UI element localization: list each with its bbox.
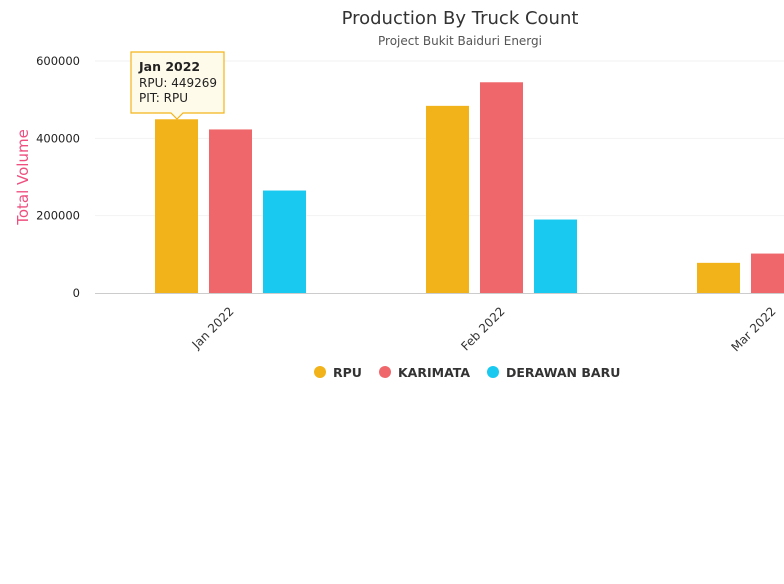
x-tick-label: Feb 2022 bbox=[458, 304, 507, 353]
legend[interactable]: RPU KARIMATA DERAWAN BARU bbox=[314, 365, 620, 380]
legend-label: RPU bbox=[333, 365, 362, 380]
tooltip-line: PIT: RPU bbox=[139, 91, 188, 105]
legend-marker bbox=[314, 366, 326, 378]
x-tick-label: Jan 2022 bbox=[189, 304, 237, 352]
bar-rpu-mar-2022[interactable] bbox=[697, 262, 740, 293]
chart-subtitle: Project Bukit Baiduri Energi bbox=[378, 34, 542, 48]
legend-marker bbox=[379, 366, 391, 378]
legend-item-karimata[interactable]: KARIMATA bbox=[379, 365, 470, 380]
x-axis-ticks: Jan 2022 Feb 2022 Mar 2022 bbox=[189, 304, 779, 354]
legend-label: KARIMATA bbox=[398, 365, 470, 380]
tooltip-line: RPU: 449269 bbox=[139, 76, 217, 90]
y-tick-label: 0 bbox=[73, 286, 80, 300]
y-tick-label: 600000 bbox=[36, 54, 80, 68]
legend-label: DERAWAN BARU bbox=[506, 365, 620, 380]
tooltip-title: Jan 2022 bbox=[138, 59, 200, 74]
legend-marker bbox=[487, 366, 499, 378]
y-tick-label: 400000 bbox=[36, 131, 80, 145]
bar-rpu-feb-2022[interactable] bbox=[426, 105, 469, 293]
bar-karimata-feb-2022[interactable] bbox=[480, 82, 523, 294]
bars[interactable] bbox=[155, 82, 784, 294]
bar-rpu-jan-2022[interactable] bbox=[155, 119, 198, 293]
y-tick-label: 200000 bbox=[36, 209, 80, 223]
chart-title: Production By Truck Count bbox=[342, 8, 579, 29]
y-axis-ticks: 0 200000 400000 600000 bbox=[36, 54, 80, 300]
bar-karimata-jan-2022[interactable] bbox=[209, 129, 252, 293]
tooltip-box bbox=[130, 51, 225, 120]
legend-item-derawan-baru[interactable]: DERAWAN BARU bbox=[487, 365, 620, 380]
bar-derawan-baru-jan-2022[interactable] bbox=[263, 190, 306, 293]
legend-item-rpu[interactable]: RPU bbox=[314, 365, 362, 380]
y-axis-label: Total Volume bbox=[14, 129, 32, 226]
x-tick-label: Mar 2022 bbox=[728, 304, 778, 354]
bar-derawan-baru-feb-2022[interactable] bbox=[534, 219, 577, 293]
bar-karimata-mar-2022[interactable] bbox=[751, 253, 784, 293]
